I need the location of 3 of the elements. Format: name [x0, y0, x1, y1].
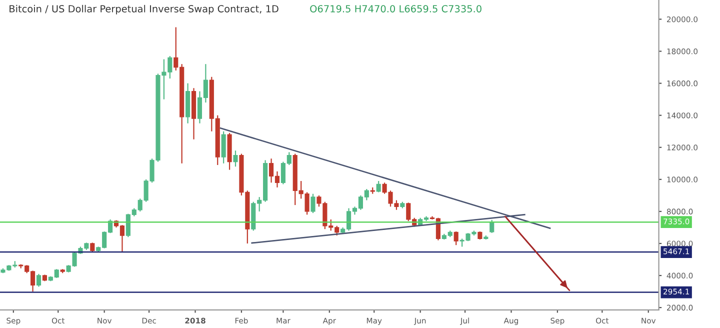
- chart-title: Bitcoin / US Dollar Perpetual Inverse Swap Contract, 1D: [10, 4, 278, 14]
- annotation: O6719.5 H7470.0 L6659.5 C7335.0: [310, 5, 482, 12]
- candlestick: [310, 193, 316, 214]
